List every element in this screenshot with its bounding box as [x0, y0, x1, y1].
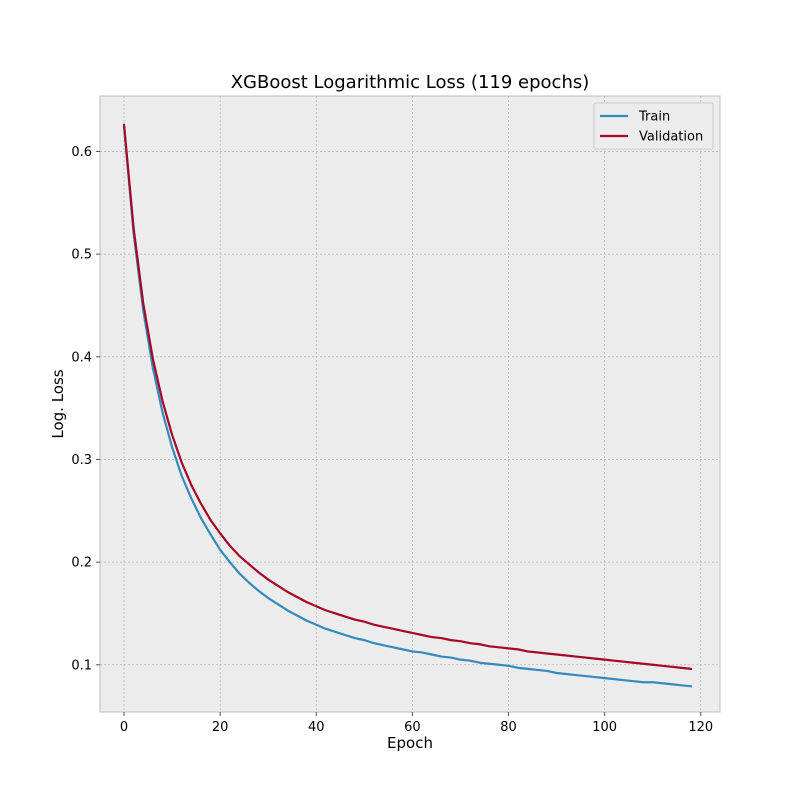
x-tick-label: 0	[120, 720, 128, 735]
legend-label-validation: Validation	[639, 130, 703, 145]
series-line-validation	[122, 123, 693, 670]
x-axis-label: Epoch	[387, 734, 433, 752]
chart-title: XGBoost Logarithmic Loss (119 epochs)	[231, 72, 590, 93]
y-tick-label: 0.3	[71, 453, 92, 468]
legend: Train Validation	[593, 102, 714, 150]
y-tick-label: 0.1	[71, 658, 92, 673]
y-axis-ticks: 0.1 0.2 0.3 0.4 0.5 0.6	[71, 145, 100, 673]
series-line-train	[122, 124, 693, 688]
x-tick-label: 40	[308, 720, 325, 735]
x-tick-label: 60	[404, 720, 421, 735]
y-tick-label: 0.4	[71, 350, 92, 365]
x-axis-ticks: 0 20 40 60 80 100 120	[120, 712, 713, 735]
y-tick-label: 0.6	[71, 145, 92, 160]
y-tick-label: 0.5	[71, 248, 92, 263]
x-tick-label: 100	[592, 720, 617, 735]
x-tick-label: 80	[500, 720, 517, 735]
x-tick-label: 20	[212, 720, 229, 735]
plot-area	[99, 95, 721, 713]
legend-label-train: Train	[638, 110, 670, 125]
series-lines	[122, 123, 693, 688]
y-tick-label: 0.2	[71, 556, 92, 571]
legend-box	[593, 102, 714, 150]
y-axis-label: Log. Loss	[49, 369, 67, 438]
grid-lines	[100, 96, 720, 712]
x-tick-label: 120	[688, 720, 713, 735]
